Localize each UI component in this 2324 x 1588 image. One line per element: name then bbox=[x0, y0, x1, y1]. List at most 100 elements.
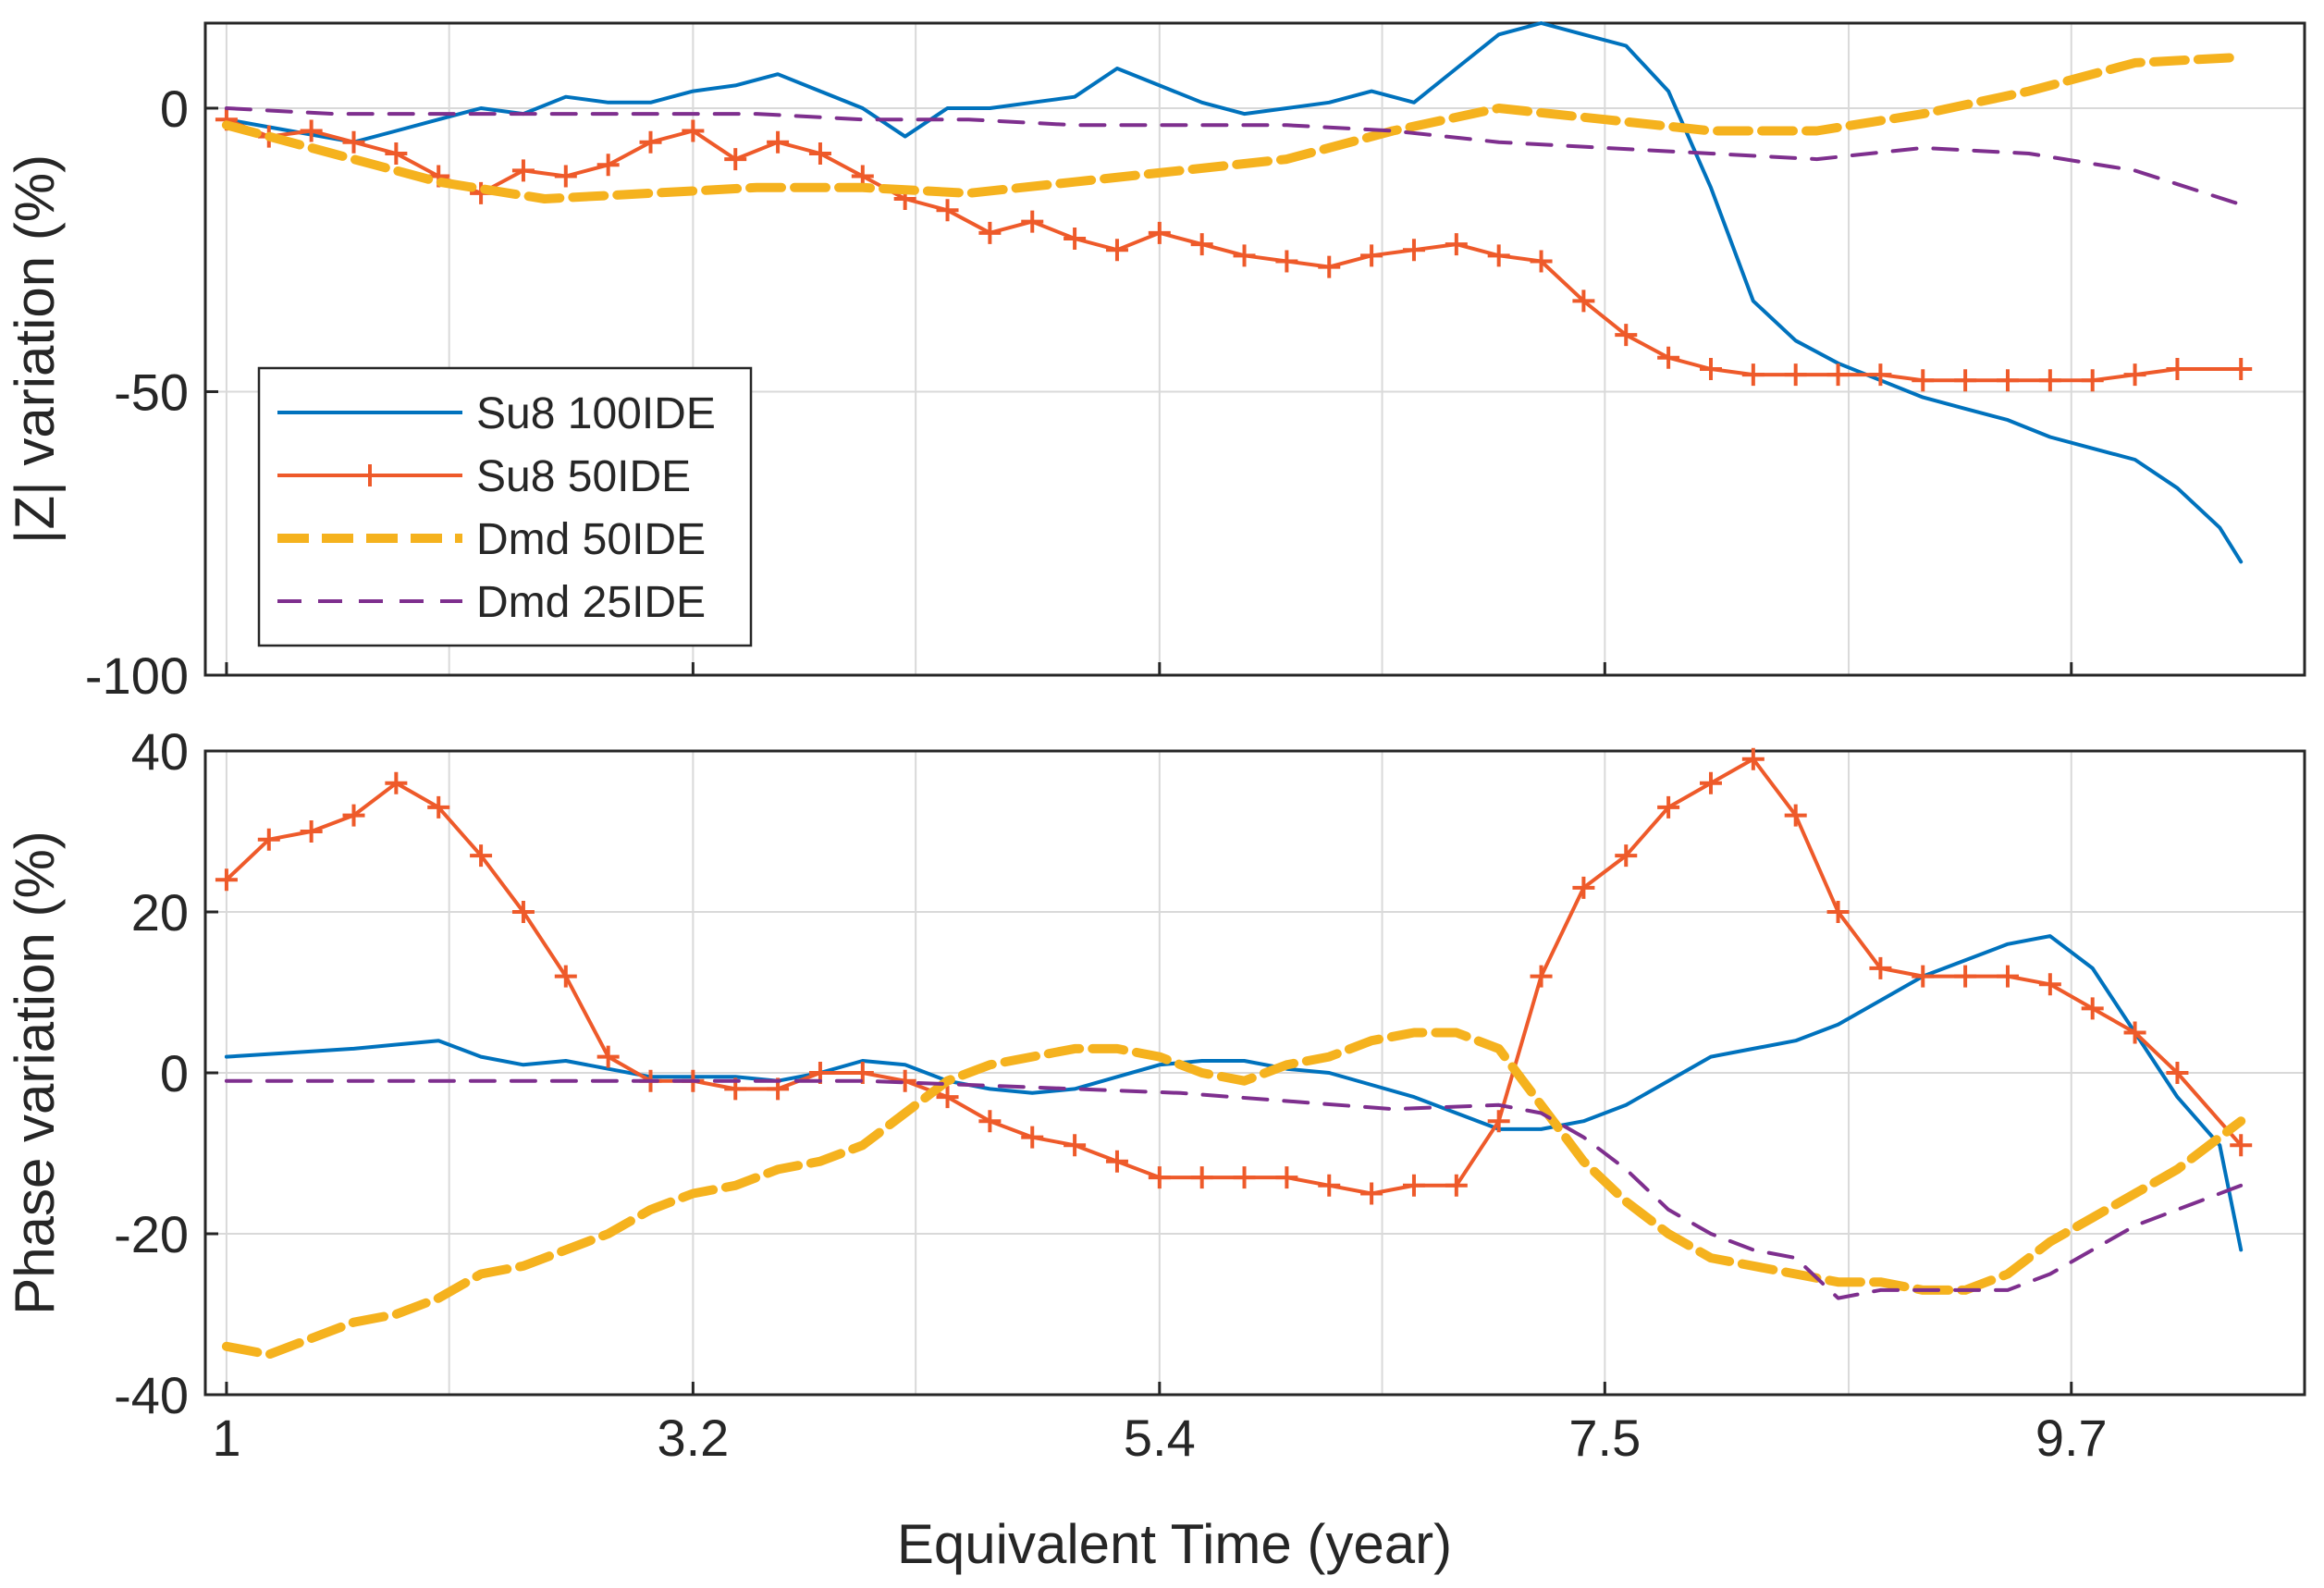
legend: Su8 100IDE Su8 50IDE Dmd 50IDE Dmd 25IDE bbox=[257, 366, 753, 647]
top-marker bbox=[808, 142, 831, 165]
top-marker bbox=[2123, 363, 2146, 387]
x-tick-label: 5.4 bbox=[1124, 1409, 1196, 1467]
bottom-marker bbox=[1530, 965, 1553, 988]
top-marker bbox=[385, 142, 408, 165]
bottom-marker bbox=[1318, 1174, 1341, 1197]
bottom-marker bbox=[342, 804, 365, 827]
top-marker bbox=[300, 119, 323, 142]
bottom-marker bbox=[511, 901, 535, 923]
top-marker bbox=[1233, 244, 1256, 267]
top-marker bbox=[342, 130, 365, 154]
top-marker bbox=[724, 148, 747, 171]
bottom-marker bbox=[215, 868, 238, 892]
top-marker bbox=[1064, 227, 1087, 250]
bottom-marker bbox=[1105, 1150, 1128, 1173]
x-tick-label: 9.7 bbox=[2035, 1409, 2108, 1467]
legend-label: Dmd 50IDE bbox=[476, 515, 706, 564]
x-axis-label: Equivalent Time (year) bbox=[897, 1513, 1452, 1575]
top-marker bbox=[978, 221, 1002, 244]
bottom-y-tick-label: 20 bbox=[131, 883, 189, 942]
bottom-marker bbox=[1699, 771, 1722, 794]
bottom-marker bbox=[2166, 1062, 2189, 1084]
top-marker bbox=[1615, 324, 1638, 347]
bottom-marker bbox=[1021, 1126, 1044, 1149]
bottom-marker bbox=[1869, 956, 1892, 979]
bottom-marker bbox=[1064, 1134, 1087, 1157]
top-series-dmd-50ide bbox=[221, 52, 2246, 203]
bottom-marker bbox=[1784, 804, 1807, 827]
bottom-marker bbox=[427, 795, 450, 819]
top-marker bbox=[767, 130, 790, 154]
bottom-marker bbox=[1954, 965, 1977, 988]
top-marker bbox=[1190, 233, 1213, 256]
bottom-y-tick-label: 40 bbox=[131, 722, 189, 781]
bottom-series-su8-50ide bbox=[224, 757, 2244, 1196]
legend-label: Dmd 25IDE bbox=[476, 578, 706, 627]
top-marker bbox=[1996, 369, 2019, 392]
top-marker bbox=[554, 165, 577, 188]
top-marker bbox=[1275, 250, 1298, 273]
top-marker bbox=[1699, 357, 1722, 380]
top-marker bbox=[639, 130, 662, 154]
top-marker bbox=[511, 159, 535, 182]
top-marker bbox=[1826, 363, 1850, 387]
top-axes-box bbox=[203, 21, 2306, 677]
top-marker bbox=[1487, 244, 1510, 267]
bottom-marker bbox=[470, 844, 493, 868]
top-marker bbox=[1105, 239, 1128, 262]
bottom-marker bbox=[596, 1045, 620, 1068]
bottom-marker bbox=[1445, 1174, 1468, 1197]
top-y-axis-label: |Z| variation (%) bbox=[4, 154, 66, 544]
bottom-marker bbox=[2230, 1134, 2253, 1157]
bottom-series-dmd-50ide bbox=[221, 1028, 2246, 1360]
bottom-panel: 40 20 0 -20 -40 1 3.2 5.4 7.5 9.7 Phase variation … bbox=[4, 722, 2306, 1467]
bottom-y-tick-label: -20 bbox=[114, 1205, 189, 1263]
bottom-marker bbox=[851, 1062, 874, 1084]
bottom-marker bbox=[1148, 1166, 1171, 1189]
x-tick-label: 1 bbox=[212, 1409, 240, 1467]
bottom-marker bbox=[554, 965, 577, 988]
bottom-y-tick-label: -40 bbox=[114, 1366, 189, 1424]
top-y-tick-label: -100 bbox=[85, 646, 189, 705]
bottom-marker bbox=[1190, 1166, 1213, 1189]
legend-label: Su8 50IDE bbox=[476, 452, 691, 501]
top-marker bbox=[1148, 221, 1171, 244]
top-marker bbox=[1657, 346, 1680, 369]
x-tick-label: 7.5 bbox=[1568, 1409, 1641, 1467]
x-tick-label: 3.2 bbox=[657, 1409, 729, 1467]
bottom-marker bbox=[1912, 965, 1935, 988]
bottom-marker bbox=[1487, 1110, 1510, 1133]
bottom-marker bbox=[2123, 1021, 2146, 1044]
bottom-marker bbox=[1826, 901, 1850, 923]
bottom-marker bbox=[1360, 1182, 1383, 1205]
top-marker bbox=[1572, 289, 1595, 313]
top-marker bbox=[2038, 369, 2061, 392]
bottom-marker bbox=[257, 828, 280, 851]
top-marker bbox=[1318, 255, 1341, 278]
top-marker bbox=[2166, 357, 2189, 380]
top-series-dmd-25ide bbox=[224, 106, 2244, 207]
bottom-marker bbox=[2081, 997, 2104, 1020]
bottom-marker bbox=[1402, 1174, 1425, 1197]
top-marker bbox=[1402, 239, 1425, 262]
bottom-y-tick-label: 0 bbox=[160, 1044, 189, 1102]
bottom-marker bbox=[1996, 965, 2019, 988]
bottom-marker bbox=[1275, 1166, 1298, 1189]
bottom-series-dmd-25ide bbox=[224, 1078, 2244, 1300]
top-marker bbox=[2230, 357, 2253, 380]
bottom-marker bbox=[1657, 795, 1680, 819]
top-series-su8-50ide bbox=[224, 117, 2244, 383]
bottom-marker bbox=[1741, 747, 1765, 770]
top-series-su8-100ide bbox=[224, 21, 2244, 564]
top-marker bbox=[2081, 369, 2104, 392]
top-marker bbox=[596, 154, 620, 177]
bottom-marker bbox=[1615, 844, 1638, 868]
bottom-series-su8-100ide bbox=[224, 934, 2244, 1252]
top-marker bbox=[1530, 250, 1553, 273]
top-marker bbox=[1360, 244, 1383, 267]
top-marker bbox=[682, 119, 705, 142]
top-y-tick-label: -50 bbox=[114, 363, 189, 421]
top-marker bbox=[1869, 363, 1892, 387]
bottom-marker bbox=[2038, 973, 2061, 996]
